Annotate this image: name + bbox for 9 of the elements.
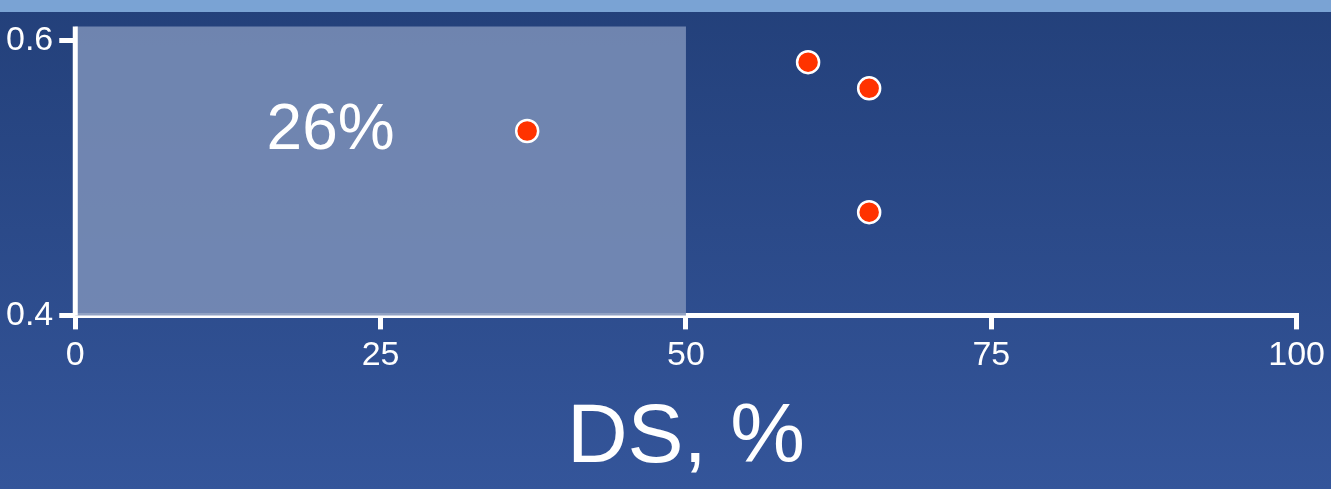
band-label: 26% [266,91,395,164]
y-tick-label: 0.6 [6,18,54,57]
x-tick-label: 50 [667,334,705,373]
x-tick-label: 25 [361,334,400,373]
x-tick-label: 100 [1268,334,1325,373]
x-tick-label: 0 [65,334,85,373]
y-tick-label: 0.4 [6,293,54,332]
x-tick-label: 75 [972,334,1011,373]
x-axis-title: DS, % [566,385,805,480]
